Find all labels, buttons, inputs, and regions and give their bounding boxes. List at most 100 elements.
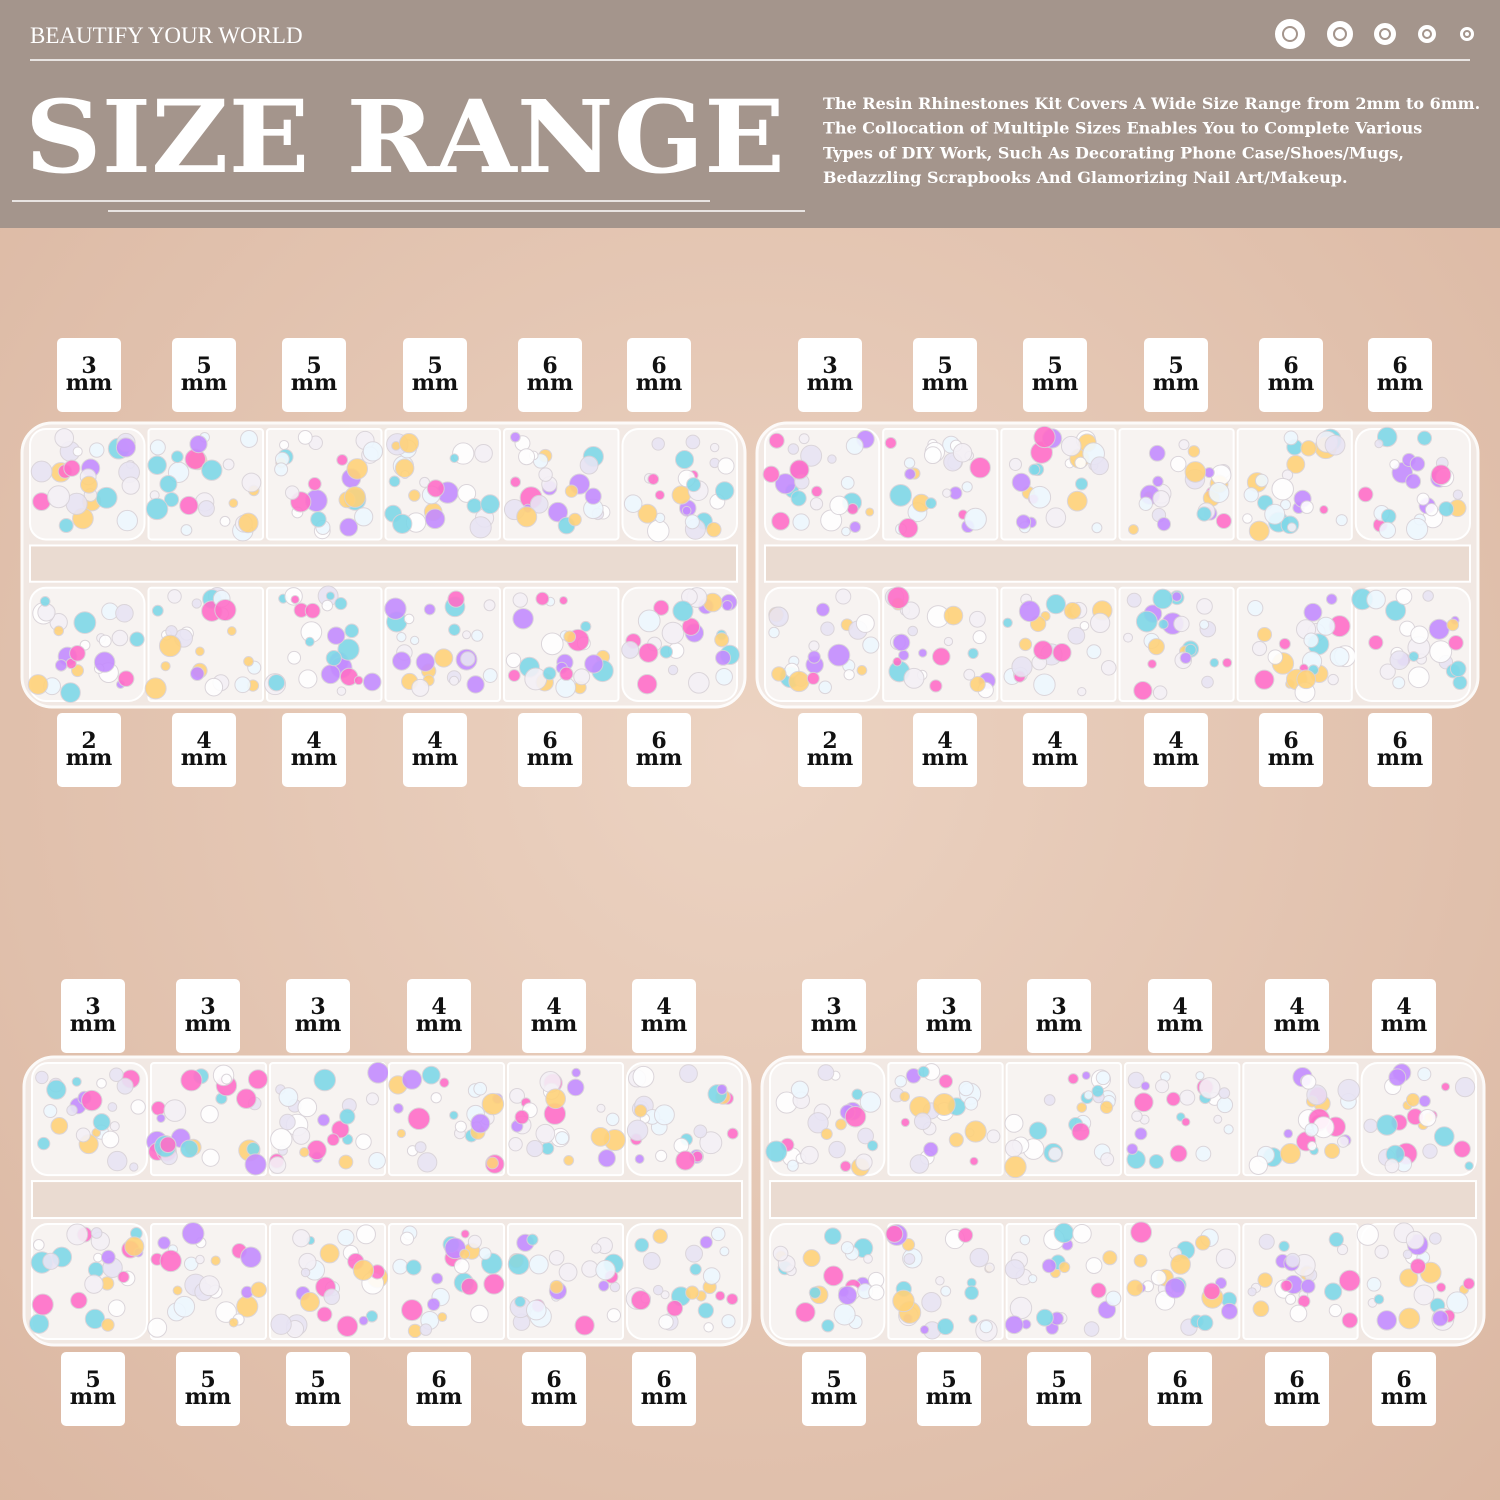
label-box <box>802 1352 866 1426</box>
rhinestone <box>540 632 564 656</box>
rhinestone <box>367 1061 389 1084</box>
rhinestone <box>903 1253 916 1265</box>
rhinestone <box>943 636 954 647</box>
rhinestone <box>637 609 661 633</box>
label-box <box>627 713 691 787</box>
rhinestone <box>158 634 182 658</box>
rhinestone <box>1337 1078 1361 1102</box>
rhinestone <box>1090 456 1109 476</box>
label-size: 5 <box>85 1367 100 1393</box>
rhinestone <box>1164 1277 1186 1299</box>
rhinestone <box>1171 591 1182 602</box>
rhinestone <box>98 634 112 648</box>
rhinestone <box>634 1237 650 1253</box>
rhinestone <box>1083 1090 1094 1100</box>
rhinestone <box>147 455 167 475</box>
rhinestone <box>84 1274 104 1294</box>
label-size: 2 <box>822 728 837 754</box>
rhinestone <box>507 669 521 682</box>
rhinestone <box>219 515 231 527</box>
rhinestone <box>424 508 446 530</box>
rhinestone <box>107 1299 126 1317</box>
label-size: 5 <box>427 353 442 379</box>
rhinestone <box>685 1244 703 1263</box>
rhinestone <box>840 475 855 490</box>
label-box <box>1372 979 1436 1053</box>
label-unit: mm <box>922 370 969 396</box>
label-box <box>632 979 696 1053</box>
label-unit: mm <box>295 1384 342 1410</box>
rhinestone <box>961 481 973 493</box>
rhinestone <box>1307 1141 1318 1152</box>
rhinestone <box>298 669 318 689</box>
rhinestone <box>1300 1073 1317 1090</box>
rhinestone <box>391 651 412 671</box>
size-label: 5mm <box>61 1352 125 1426</box>
rhinestone <box>470 1304 489 1324</box>
title: SIZE RANGE <box>25 78 785 196</box>
rhinestone <box>306 1139 327 1161</box>
rhinestone <box>984 1262 995 1273</box>
rhinestone <box>715 667 733 686</box>
rhinestone <box>1328 1231 1344 1248</box>
label-size: 6 <box>1396 1367 1411 1393</box>
label-size: 6 <box>1289 1367 1304 1393</box>
rhinestone <box>1028 463 1041 476</box>
rhinestone <box>1004 1139 1023 1158</box>
rhinestone <box>1335 514 1348 527</box>
rhinestone <box>1018 637 1033 652</box>
rhinestone <box>30 460 53 483</box>
rhinestone <box>765 1140 788 1163</box>
label-size: 5 <box>310 1367 325 1393</box>
rhinestone <box>27 674 49 695</box>
rhinestone <box>787 443 800 455</box>
rhinestone <box>1416 492 1430 506</box>
rhinestone <box>1060 435 1082 457</box>
rhinestone <box>1196 1314 1214 1332</box>
rhinestone <box>1366 1276 1382 1292</box>
rhinestone <box>687 671 710 694</box>
label-size: 5 <box>1047 353 1062 379</box>
rhinestone <box>403 613 415 625</box>
rhinestone <box>681 505 692 516</box>
rhinestone <box>685 434 701 450</box>
rhinestone <box>820 621 835 636</box>
label-unit: mm <box>66 745 113 771</box>
label-unit: mm <box>1274 1384 1321 1410</box>
rhinestone <box>829 495 849 516</box>
size-label: 3mm <box>802 979 866 1053</box>
rhinestone <box>1283 1128 1294 1139</box>
rhinestone <box>699 1235 713 1249</box>
label-unit: mm <box>181 370 228 396</box>
label-box <box>913 713 977 787</box>
rhinestone <box>411 678 430 697</box>
rhinestone <box>969 1156 979 1166</box>
rhinestone <box>925 497 937 510</box>
rhinestone <box>1195 1234 1211 1251</box>
label-unit: mm <box>291 745 338 771</box>
label-unit: mm <box>412 370 459 396</box>
rhinestone <box>1004 1155 1027 1179</box>
rhinestone <box>573 668 591 686</box>
rhinestone <box>240 1246 262 1268</box>
rhinestone <box>336 686 347 696</box>
rhinestone <box>392 513 413 534</box>
rhinestone <box>1203 1282 1221 1300</box>
rhinestone <box>574 1315 595 1336</box>
rhinestone <box>321 599 334 612</box>
label-unit: mm <box>527 370 574 396</box>
rhinestone <box>1258 1233 1275 1250</box>
rhinestone <box>921 1292 942 1313</box>
rhinestone <box>658 1314 674 1330</box>
rhinestone <box>855 1153 873 1171</box>
label-box <box>1148 1352 1212 1426</box>
rhinestone <box>37 1136 51 1151</box>
rhinestone <box>833 1303 856 1326</box>
rhinestone <box>1242 513 1253 524</box>
rhinestone <box>246 1141 261 1156</box>
rhinestone <box>714 632 730 648</box>
rhinestone <box>952 443 973 463</box>
label-box <box>1144 338 1208 412</box>
rhinestone <box>163 1099 187 1122</box>
rhinestone <box>1138 496 1153 511</box>
